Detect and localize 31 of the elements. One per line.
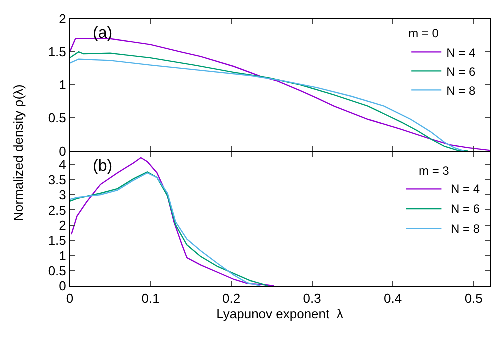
annotation: (b) xyxy=(93,158,113,175)
y-tick-label: 0 xyxy=(59,144,66,159)
y-tick-label: 3.5 xyxy=(48,172,66,188)
y-tick-label: 1.5 xyxy=(48,233,66,248)
y-tick-label: 0 xyxy=(59,278,66,294)
y-tick-label: 0.5 xyxy=(48,264,66,279)
y-tick-label: 1.5 xyxy=(48,44,66,60)
y-tick-label: 1 xyxy=(59,78,66,93)
y-tick-label: 4 xyxy=(59,157,66,172)
y-axis-title: Normalized density ρ(λ) xyxy=(10,84,26,222)
legend-label: N = 6 xyxy=(446,64,476,79)
legend-title: m = 0 xyxy=(408,26,440,41)
legend-label: N = 4 xyxy=(446,46,476,60)
y-tick-label: 1 xyxy=(59,248,66,264)
x-tick-label: 0.4 xyxy=(384,290,402,306)
x-tick-label: 0.3 xyxy=(303,290,322,306)
y-tick-label: 2.5 xyxy=(48,202,66,218)
y-tick-label: 3 xyxy=(59,188,66,203)
x-tick-label: 0.2 xyxy=(222,290,241,306)
x-axis-title: Lyapunov exponent λ xyxy=(216,306,344,322)
legend-label: N = 6 xyxy=(451,202,480,216)
y-tick-label: 0.5 xyxy=(48,110,66,126)
y-tick-label: 2 xyxy=(59,218,66,233)
x-tick-label: 0.1 xyxy=(142,290,160,306)
annotation: (a) xyxy=(93,25,113,42)
legend-label: N = 4 xyxy=(451,182,480,196)
legend-label: N = 8 xyxy=(451,222,480,236)
legend-label: N = 8 xyxy=(446,84,476,98)
x-tick-label: 0.5 xyxy=(464,290,483,306)
legend-title: m = 3 xyxy=(419,164,450,178)
y-tick-label: 2 xyxy=(59,12,66,27)
